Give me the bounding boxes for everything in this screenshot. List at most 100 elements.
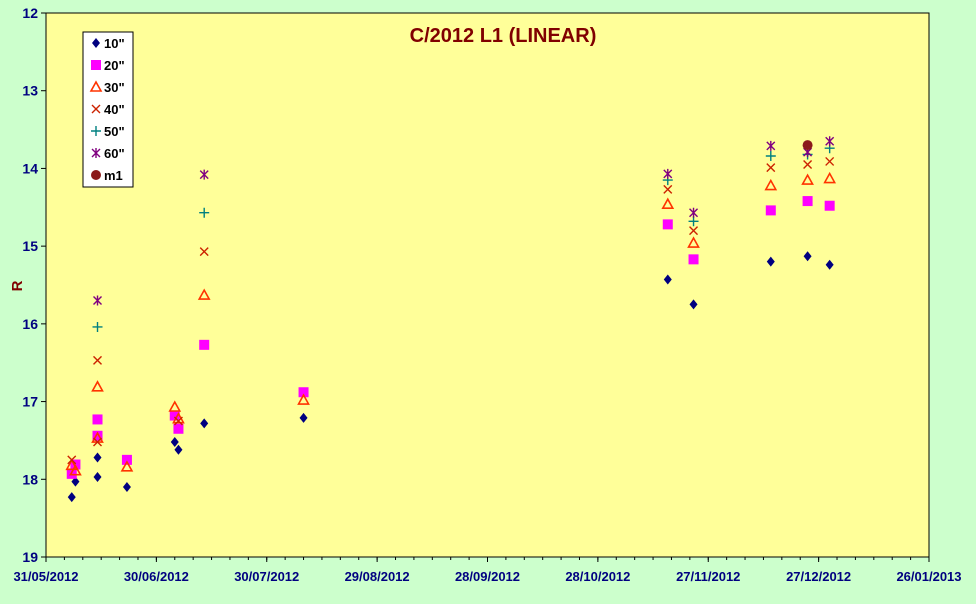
data-point — [93, 295, 103, 306]
data-point — [173, 423, 184, 434]
legend-label: 50" — [104, 124, 125, 139]
data-point — [92, 321, 103, 332]
data-point — [825, 136, 835, 147]
y-axis: 12 13 14 15 16 17 18 19 — [22, 5, 46, 565]
data-point — [91, 380, 104, 392]
data-point — [689, 207, 699, 218]
data-point — [764, 178, 778, 191]
data-point — [69, 464, 82, 476]
data-point — [93, 355, 103, 365]
data-point — [169, 410, 180, 421]
y-tick-label: 17 — [22, 394, 38, 410]
data-point — [93, 471, 102, 482]
legend-box — [82, 31, 134, 188]
data-point — [688, 216, 699, 227]
y-axis-label: R — [9, 280, 26, 291]
series-0 — [67, 251, 834, 503]
data-point — [92, 430, 103, 441]
data-point — [662, 219, 673, 230]
data-point — [802, 196, 813, 207]
data-point — [120, 460, 134, 472]
legend-marker — [91, 148, 101, 158]
data-point — [766, 140, 776, 151]
data-point — [824, 200, 835, 211]
data-point — [689, 299, 698, 310]
data-point — [766, 256, 775, 267]
data-point — [170, 436, 179, 447]
legend-label: m1 — [104, 168, 123, 183]
data-point — [173, 416, 183, 426]
data-point — [121, 454, 132, 465]
data-point — [663, 168, 673, 179]
data-point — [663, 184, 673, 194]
data-point — [661, 197, 675, 209]
x-tick-label: 26/01/2013 — [896, 569, 961, 584]
data-point — [825, 156, 835, 166]
data-point — [803, 160, 813, 170]
y-tick-label: 15 — [22, 238, 38, 254]
y-tick-label: 12 — [22, 5, 38, 21]
y-tick-label: 19 — [22, 549, 38, 565]
legend-label: 20" — [104, 58, 125, 73]
x-tick-label: 27/11/2012 — [676, 569, 740, 584]
y-tick-label: 16 — [22, 316, 38, 332]
data-point — [297, 393, 310, 405]
legend-label: 10" — [104, 36, 125, 51]
data-point — [67, 455, 77, 465]
data-point — [93, 437, 103, 447]
data-point — [93, 452, 102, 463]
x-tick-label: 27/12/2012 — [786, 569, 851, 584]
data-point — [689, 226, 699, 236]
series-6 — [802, 140, 813, 151]
data-point — [200, 418, 209, 429]
data-point — [766, 163, 776, 173]
x-tick-label: 28/09/2012 — [455, 569, 520, 584]
x-tick-label: 30/07/2012 — [234, 569, 299, 584]
legend-label: 60" — [104, 146, 125, 161]
x-tick-label: 31/05/2012 — [13, 569, 78, 584]
data-point — [765, 150, 776, 161]
data-point — [803, 251, 812, 262]
data-point — [823, 171, 837, 184]
data-point — [174, 444, 183, 455]
chart-title: C/2012 L1 (LINEAR) — [410, 25, 597, 47]
legend-marker — [91, 60, 101, 70]
y-tick-label: 18 — [22, 471, 38, 487]
data-point — [199, 247, 209, 257]
x-tick-label: 28/10/2012 — [565, 569, 630, 584]
x-tick-label: 29/08/2012 — [345, 569, 410, 584]
data-point — [92, 414, 103, 425]
data-point — [801, 173, 814, 185]
legend-label: 30" — [104, 80, 125, 95]
legend: 10" 20" 30" 40" 50" 60" m1 — [82, 31, 134, 188]
data-point — [71, 476, 80, 487]
x-axis: 31/05/2012 30/06/2012 30/07/2012 29/08/2012… — [13, 557, 962, 584]
data-point — [67, 492, 76, 503]
data-point — [765, 205, 776, 216]
legend-marker — [91, 170, 101, 180]
x-tick-label: 30/06/2012 — [124, 569, 189, 584]
y-tick-label: 14 — [22, 160, 38, 176]
plot-area — [45, 12, 930, 558]
legend-marker — [91, 104, 101, 114]
data-point — [199, 207, 210, 218]
data-point — [199, 169, 209, 180]
legend-marker — [92, 38, 100, 48]
legend-marker — [91, 126, 101, 136]
data-point — [688, 254, 699, 265]
legend-label: 40" — [104, 102, 125, 117]
data-point — [687, 236, 700, 248]
data-point — [168, 400, 182, 412]
data-point — [663, 274, 672, 285]
data-point — [65, 458, 79, 471]
data-point — [298, 387, 309, 398]
data-points — [65, 136, 837, 503]
data-point — [122, 482, 131, 493]
legend-marker — [89, 80, 103, 92]
data-point — [199, 339, 210, 350]
data-point — [197, 288, 211, 300]
data-point — [825, 259, 834, 270]
data-point — [802, 140, 813, 151]
